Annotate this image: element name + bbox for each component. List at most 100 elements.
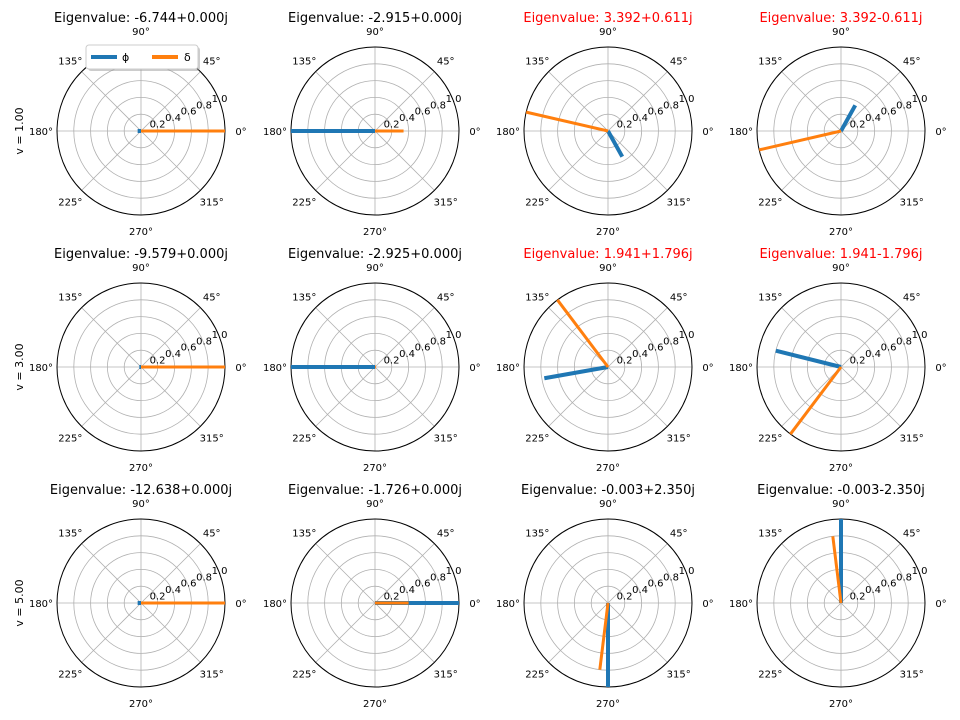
radial-tick-label: 0.4 <box>865 585 881 596</box>
angular-grid-line <box>840 543 901 604</box>
radial-tick-label: 0.8 <box>196 336 212 347</box>
angle-tick-label: 45° <box>670 56 688 67</box>
radial-tick-label: 1.0 <box>446 566 462 577</box>
radial-tick-label: 1.0 <box>912 566 928 577</box>
phi-vector <box>606 130 625 158</box>
subplot-title: Eigenvalue: 1.941+1.796j <box>523 247 692 262</box>
angle-tick-label: 45° <box>203 292 221 303</box>
angle-tick-label: 225° <box>292 434 316 445</box>
angular-grid-line <box>315 307 376 368</box>
angular-grid-line <box>840 71 901 132</box>
angular-grid-line <box>81 71 142 132</box>
angle-tick-label: 225° <box>292 198 316 209</box>
angle-tick-label: 90° <box>132 27 150 38</box>
radial-tick-label: 1.0 <box>446 330 462 341</box>
angular-grid-line <box>781 543 842 604</box>
radial-tick-label: 1.0 <box>212 94 228 105</box>
radial-tick-label: 0.4 <box>632 113 648 124</box>
angular-grid-line <box>140 366 201 427</box>
angle-tick-label: 135° <box>758 56 782 67</box>
angle-tick-label: 135° <box>292 528 316 539</box>
radial-tick-label: 0.4 <box>165 113 181 124</box>
angle-tick-label: 315° <box>900 670 924 681</box>
angle-tick-label: 270° <box>129 699 153 710</box>
radial-tick-label: 1.0 <box>912 330 928 341</box>
angular-grid-line <box>81 366 142 427</box>
angle-tick-label: 225° <box>525 434 549 445</box>
angular-grid-line <box>781 71 842 132</box>
angle-tick-label: 45° <box>903 528 921 539</box>
delta-vector <box>758 129 842 152</box>
polar-boundary <box>523 46 693 216</box>
phi-vector <box>775 348 842 369</box>
subplot-title: Eigenvalue: -6.744+0.000j <box>54 11 228 26</box>
angular-grid-line <box>607 543 668 604</box>
delta-vector <box>598 602 610 670</box>
radial-tick-label: 0.2 <box>384 592 400 603</box>
angle-tick-label: 225° <box>758 434 782 445</box>
radial-tick-label: 0.2 <box>150 120 166 131</box>
angle-tick-label: 135° <box>525 56 549 67</box>
angle-tick-label: 180° <box>29 127 53 138</box>
radial-tick-label: 0.2 <box>150 592 166 603</box>
angular-grid-line <box>374 71 435 132</box>
subplot-title: Eigenvalue: 3.392-0.611j <box>759 11 922 26</box>
angle-tick-label: 270° <box>129 227 153 238</box>
radial-tick-label: 0.2 <box>384 356 400 367</box>
radial-tick-label: 0.6 <box>181 579 197 590</box>
angular-grid-line <box>781 602 842 663</box>
radial-tick-label: 0.4 <box>632 349 648 360</box>
angle-tick-label: 270° <box>829 227 853 238</box>
angle-tick-label: 225° <box>758 670 782 681</box>
angular-grid-line <box>548 71 609 132</box>
radial-tick-label: 1.0 <box>679 94 695 105</box>
radial-tick-label: 0.4 <box>399 113 415 124</box>
radial-tick-label: 0.8 <box>896 572 912 583</box>
polar-subplot: Eigenvalue: -12.638+0.000j 0° 45° 90° 135° 18… <box>29 483 247 710</box>
angle-tick-label: 0° <box>935 127 946 138</box>
angle-tick-label: 225° <box>58 198 82 209</box>
radial-tick-label: 0.6 <box>648 579 664 590</box>
angular-grid-line <box>840 130 901 191</box>
radial-tick-label: 1.0 <box>212 330 228 341</box>
radial-tick-label: 0.2 <box>850 356 866 367</box>
angle-tick-label: 0° <box>235 599 246 610</box>
delta-vector <box>789 366 843 435</box>
angle-tick-label: 225° <box>292 670 316 681</box>
angular-grid-line <box>840 602 901 663</box>
angular-grid-line <box>548 602 609 663</box>
radial-tick-label: 0.2 <box>617 356 633 367</box>
angle-tick-label: 315° <box>900 434 924 445</box>
angular-grid-line <box>81 543 142 604</box>
subplot-title: Eigenvalue: -0.003-2.350j <box>757 483 925 498</box>
radial-tick-label: 0.8 <box>430 336 446 347</box>
polar-subplot: Eigenvalue: 1.941-1.796j 0° 45° 90° 135° 180°… <box>729 247 947 474</box>
angle-tick-label: 0° <box>469 599 480 610</box>
angular-grid-line <box>315 130 376 191</box>
angle-tick-label: 135° <box>525 528 549 539</box>
polar-boundary <box>756 46 926 216</box>
angular-grid-line <box>81 130 142 191</box>
angular-grid-line <box>548 543 609 604</box>
angle-tick-label: 135° <box>758 528 782 539</box>
angle-tick-label: 270° <box>596 463 620 474</box>
angle-tick-label: 45° <box>903 292 921 303</box>
angle-tick-label: 180° <box>263 599 287 610</box>
radial-tick-label: 0.2 <box>850 120 866 131</box>
radial-tick-label: 0.8 <box>896 336 912 347</box>
radial-tick-label: 0.8 <box>896 100 912 111</box>
polar-subplot: Eigenvalue: -0.003+2.350j 0° 45° 90° 135° 180… <box>496 483 714 710</box>
angle-tick-label: 135° <box>58 292 82 303</box>
angle-tick-label: 45° <box>670 528 688 539</box>
radial-tick-label: 0.8 <box>196 100 212 111</box>
angle-tick-label: 90° <box>366 27 384 38</box>
angle-tick-label: 180° <box>263 363 287 374</box>
angle-tick-label: 45° <box>437 528 455 539</box>
subplot-panels: Eigenvalue: -6.744+0.000j 0° 45° 90° 135° 180… <box>29 11 947 710</box>
angle-tick-label: 135° <box>58 56 82 67</box>
angle-tick-label: 0° <box>235 127 246 138</box>
angle-tick-label: 90° <box>366 263 384 274</box>
radial-tick-label: 0.8 <box>663 100 679 111</box>
polar-subplot: Eigenvalue: 3.392+0.611j 0° 45° 90° 135° 180°… <box>496 11 714 238</box>
angular-grid-line <box>315 71 376 132</box>
